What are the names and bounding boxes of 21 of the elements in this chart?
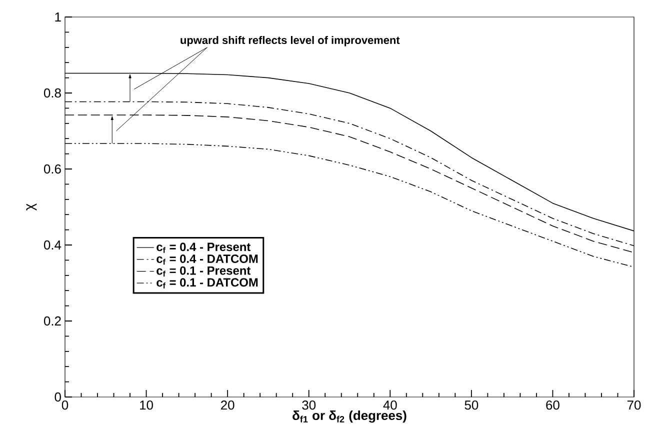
y-tick-label: 1: [55, 12, 61, 22]
x-tick-label: 0: [62, 400, 68, 410]
x-tick-label: 20: [221, 400, 234, 410]
y-axis-title: χ: [26, 204, 37, 211]
x-tick-label: 60: [546, 400, 560, 410]
y-tick-label: 0.2: [44, 316, 61, 326]
x-axis-title: δ$_{f1}$ or δ$_{f2}$ (degrees): [292, 410, 406, 423]
y-tick-label: 0.4: [44, 240, 62, 250]
y-tick-label: 0: [54, 392, 61, 402]
x-tick-label: 50: [464, 400, 478, 410]
legend-label: c$_{f}$ = 0.1 - DATCOM: [156, 278, 258, 288]
annotation: upward shift reflects level of improvement: [180, 36, 400, 46]
x-tick-label: 30: [302, 400, 316, 410]
legend-label: c$_{f}$ = 0.4 - Present: [156, 242, 251, 253]
legend-label: c$_{f}$ = 0.4 - DATCOM: [156, 254, 258, 265]
x-tick-label: 70: [627, 400, 641, 410]
x-tick-label: 10: [140, 400, 153, 410]
y-tick-label: 0.8: [44, 88, 61, 98]
y-tick-label: 0.6: [44, 164, 61, 174]
legend-label: c$_{f}$ = 0.1 - Present: [156, 266, 251, 276]
x-tick-label: 40: [383, 400, 397, 410]
